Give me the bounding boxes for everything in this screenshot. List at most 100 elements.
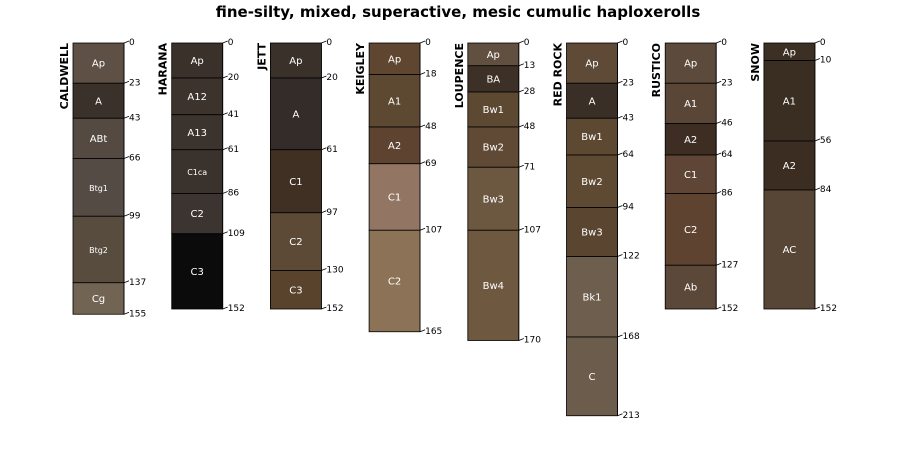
depth-tick bbox=[716, 40, 722, 44]
depth-label: 48 bbox=[425, 122, 437, 132]
depth-tick bbox=[123, 115, 130, 119]
depth-label: 48 bbox=[524, 122, 536, 132]
depth-tick bbox=[123, 213, 130, 217]
depth-tick bbox=[518, 227, 524, 231]
depth-label: 20 bbox=[326, 73, 338, 83]
depth-tick bbox=[419, 227, 426, 231]
horizon-label: Bw1 bbox=[581, 132, 602, 143]
depth-tick bbox=[222, 75, 228, 79]
horizon-cg bbox=[72, 282, 125, 315]
depth-label: 41 bbox=[228, 110, 239, 120]
profile-name: RED ROCK bbox=[552, 43, 565, 107]
depth-label: 18 bbox=[425, 70, 437, 80]
depth-tick bbox=[321, 147, 327, 151]
horizon-c2 bbox=[664, 193, 717, 266]
horizon-ap bbox=[269, 42, 322, 79]
horizon-label: Ap bbox=[487, 50, 500, 61]
depth-tick bbox=[123, 280, 130, 284]
depth-tick bbox=[222, 191, 228, 194]
horizon-label: C1 bbox=[289, 177, 302, 188]
horizon-label: A bbox=[589, 96, 596, 107]
horizon-c2 bbox=[368, 229, 421, 333]
depth-tick bbox=[222, 147, 228, 151]
horizon-c1 bbox=[269, 149, 322, 214]
profile-snow: SNOW Ap A1 A2 AC 0 10 56 84 152 bbox=[749, 38, 837, 314]
depth-label: 66 bbox=[129, 154, 141, 164]
depth-label: 165 bbox=[425, 327, 442, 337]
depth-tick bbox=[617, 205, 623, 208]
depth-label: 64 bbox=[623, 150, 635, 160]
profiles-group: CALDWELL Ap A ABt Btg1 Btg2 Cg 0 23 43 66 99 137 155 H… bbox=[58, 38, 837, 421]
depth-label: 86 bbox=[721, 189, 733, 199]
depth-label: 213 bbox=[623, 411, 640, 421]
depth-tick bbox=[617, 413, 623, 417]
depth-tick bbox=[518, 164, 524, 168]
horizon-label: BA bbox=[486, 74, 500, 85]
horizon-label: C bbox=[589, 372, 596, 383]
depth-label: 43 bbox=[129, 113, 140, 123]
horizon-label: Bw3 bbox=[483, 194, 504, 205]
horizon-label: Ap bbox=[289, 56, 302, 67]
horizon-label: Bw3 bbox=[581, 228, 602, 239]
horizon-label: ABt bbox=[90, 134, 108, 145]
horizon-label: Cg bbox=[92, 294, 105, 305]
depth-tick bbox=[222, 40, 228, 44]
depth-label: 0 bbox=[524, 38, 530, 48]
horizon-a2 bbox=[664, 123, 717, 156]
horizon-label: C2 bbox=[191, 209, 204, 220]
depth-label: 130 bbox=[326, 266, 343, 276]
horizon-label: A13 bbox=[187, 128, 207, 139]
depth-tick bbox=[419, 161, 426, 165]
horizon-label: C3 bbox=[289, 285, 302, 296]
horizon-label: A1 bbox=[388, 96, 401, 107]
depth-tick bbox=[419, 329, 426, 333]
depth-label: 0 bbox=[820, 38, 826, 48]
horizon-label: Bw2 bbox=[581, 177, 602, 188]
depth-label: 69 bbox=[425, 159, 437, 169]
profile-jett: JETT Ap A C1 C2 C3 0 20 61 97 130 152 bbox=[255, 38, 343, 314]
horizon-ap bbox=[72, 42, 125, 84]
depth-tick bbox=[814, 138, 821, 142]
depth-label: 23 bbox=[623, 78, 634, 88]
depth-tick bbox=[123, 40, 130, 44]
horizon-a bbox=[566, 82, 618, 119]
horizon-label: A bbox=[292, 109, 299, 120]
horizon-label: Ab bbox=[684, 283, 697, 294]
horizon-label: Ap bbox=[92, 59, 105, 70]
horizon-label: A bbox=[95, 96, 102, 107]
depth-tick bbox=[321, 306, 327, 310]
depth-tick bbox=[222, 231, 228, 235]
profile-name: LOUPENCE bbox=[453, 43, 466, 108]
depth-label: 43 bbox=[623, 113, 634, 123]
depth-label: 71 bbox=[524, 162, 535, 172]
depth-tick bbox=[123, 80, 130, 84]
depth-label: 107 bbox=[524, 225, 541, 235]
depth-label: 46 bbox=[721, 119, 733, 129]
depth-tick bbox=[716, 121, 722, 124]
horizon-label: Ap bbox=[585, 59, 598, 70]
depth-tick bbox=[419, 124, 426, 128]
horizon-label: Btg2 bbox=[89, 246, 108, 255]
horizon-c2 bbox=[171, 193, 224, 235]
depth-label: 107 bbox=[425, 225, 442, 235]
depth-label: 0 bbox=[129, 38, 135, 48]
horizon-bw4 bbox=[467, 229, 520, 341]
depth-tick bbox=[222, 112, 228, 116]
chart-title: fine-silty, mixed, superactive, mesic cu… bbox=[216, 3, 701, 21]
profile-rustico: RUSTICO Ap A1 A2 C1 C2 Ab 0 23 46 64 86 127 152 bbox=[650, 38, 738, 314]
horizon-ac bbox=[763, 189, 816, 310]
horizon-label: A2 bbox=[684, 135, 697, 146]
horizon-c2 bbox=[269, 212, 322, 271]
profile-name: JETT bbox=[255, 43, 268, 71]
depth-label: 122 bbox=[623, 252, 640, 262]
depth-tick bbox=[518, 63, 524, 67]
depth-label: 23 bbox=[129, 78, 140, 88]
horizon-label: Ap bbox=[783, 47, 796, 58]
profile-name: HARANA bbox=[157, 43, 170, 96]
horizon-label: C1 bbox=[388, 193, 401, 204]
horizon-a bbox=[72, 82, 125, 119]
horizon-bk1 bbox=[566, 256, 618, 338]
depth-tick bbox=[321, 210, 327, 214]
horizon-abt bbox=[72, 117, 125, 159]
depth-tick bbox=[617, 152, 623, 156]
